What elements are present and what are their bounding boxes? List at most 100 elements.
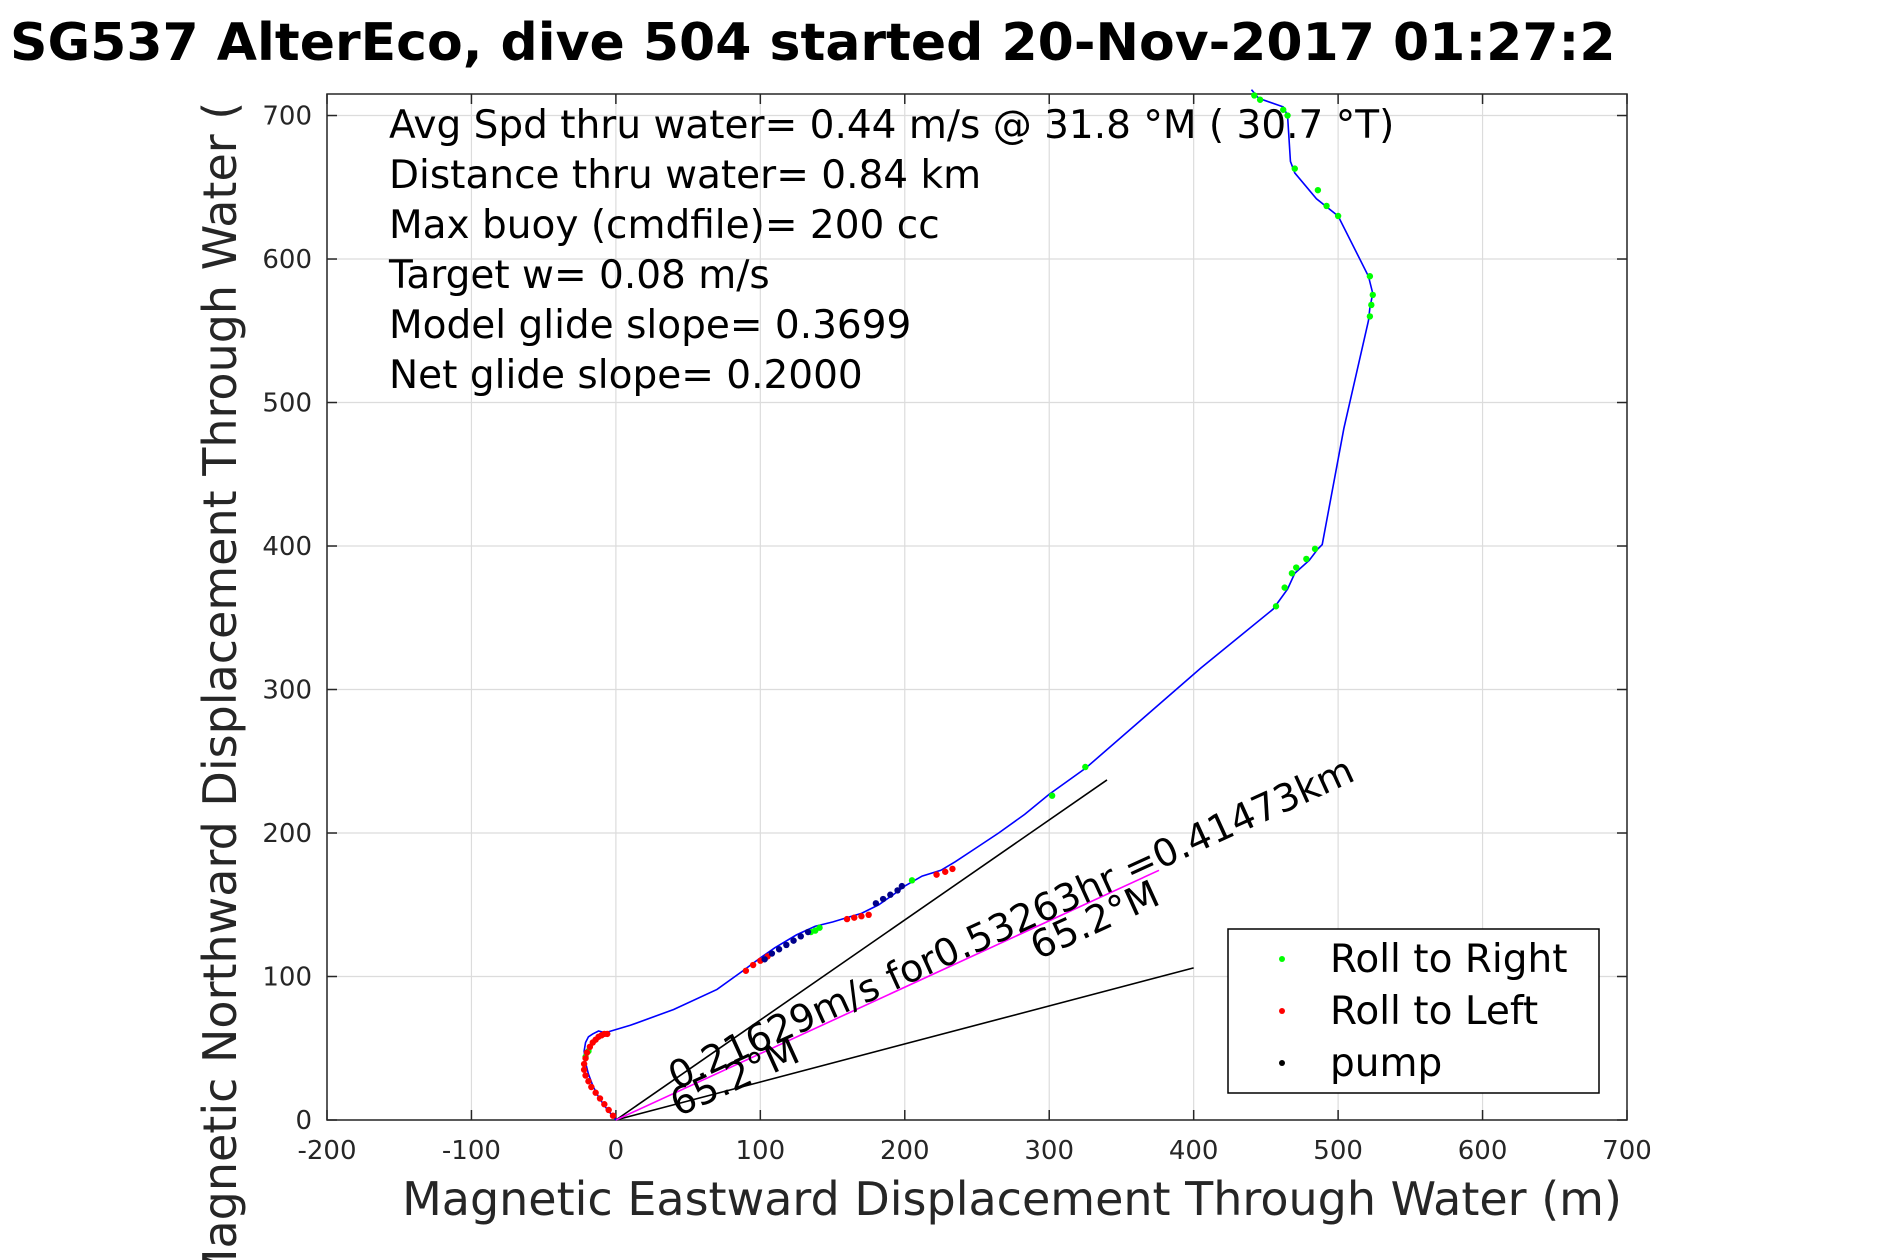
point-roll-to-right xyxy=(908,877,916,884)
point-roll-to-left xyxy=(585,1078,592,1085)
point-roll-to-right xyxy=(1311,545,1319,553)
x-tick-label: 100 xyxy=(736,1136,786,1166)
point-roll-to-right xyxy=(1303,555,1310,563)
point-roll-to-right xyxy=(1366,313,1374,320)
point-roll-to-left xyxy=(749,961,757,969)
point-roll-to-right xyxy=(1288,570,1296,577)
point-pump xyxy=(775,946,783,953)
legend-box xyxy=(1227,928,1600,1094)
point-roll-to-left xyxy=(942,868,949,875)
reference-line xyxy=(615,779,1108,1121)
point-pump xyxy=(887,891,894,898)
x-tick-label: 600 xyxy=(1458,1136,1508,1166)
point-roll-to-right xyxy=(1251,92,1258,99)
point-roll-to-right xyxy=(1334,212,1342,220)
reference-line xyxy=(615,967,1194,1121)
point-roll-to-right xyxy=(1368,301,1375,309)
point-roll-to-right xyxy=(1291,165,1298,172)
x-tick-labels: -200 -100 0 100 200 300 400 500 600 700 xyxy=(297,1136,1651,1166)
point-roll-to-left xyxy=(580,1060,588,1068)
data-points xyxy=(580,92,1376,1119)
point-roll-to-right xyxy=(1280,106,1287,113)
reference-line xyxy=(615,869,1160,1121)
point-roll-to-left xyxy=(582,1072,589,1079)
x-axis-label: Magnetic Eastward Displacement Through W… xyxy=(402,1172,1622,1226)
point-roll-to-left xyxy=(596,1095,604,1102)
y-tick-label: 0 xyxy=(295,1106,312,1136)
point-roll-to-left xyxy=(865,911,872,918)
legend: Roll to Right Roll to Left pump xyxy=(1227,928,1600,1094)
point-roll-to-right xyxy=(1284,112,1291,119)
point-roll-to-right xyxy=(1256,96,1264,103)
legend-marker-pump xyxy=(1279,1060,1285,1066)
y-tick-label: 700 xyxy=(262,102,312,132)
plot-frame xyxy=(326,93,1628,1121)
point-pump xyxy=(790,937,797,944)
reference-lines xyxy=(615,779,1194,1121)
point-roll-to-left xyxy=(949,865,956,873)
legend-label-roll-left: Roll to Left xyxy=(1330,989,1538,1034)
annotation-net-glide: Net glide slope= 0.2000 xyxy=(389,353,863,398)
x-tick-label: 700 xyxy=(1602,1136,1652,1166)
y-tick-labels: 0 100 200 300 400 500 600 700 xyxy=(262,102,312,1136)
point-roll-to-left xyxy=(583,1049,591,1056)
point-roll-to-left xyxy=(604,1030,611,1038)
point-roll-to-right xyxy=(1048,792,1056,799)
point-pump xyxy=(783,941,790,949)
point-pump xyxy=(768,950,776,957)
point-roll-to-left xyxy=(582,1055,589,1062)
point-pump xyxy=(898,882,906,890)
chart-title: SG537 AlterEco, dive 504 started 20-Nov-… xyxy=(10,13,1616,73)
axes xyxy=(326,93,1628,1121)
y-axis-label: Magnetic Northward Displacement Through … xyxy=(193,102,247,1260)
point-roll-to-left xyxy=(580,1066,588,1073)
y-tick-label: 500 xyxy=(262,389,312,419)
y-tick-label: 300 xyxy=(262,676,312,706)
y-tick-label: 600 xyxy=(262,245,312,275)
annotation-distance: Distance thru water= 0.84 km xyxy=(389,153,981,198)
annotation-max-buoy: Max buoy (cmdfile)= 200 cc xyxy=(389,203,940,248)
legend-label-pump: pump xyxy=(1330,1041,1442,1086)
point-pump xyxy=(894,887,901,894)
x-tick-label: -100 xyxy=(442,1136,501,1166)
annotation-model-glide: Model glide slope= 0.3699 xyxy=(389,303,911,348)
point-roll-to-left xyxy=(858,913,865,920)
point-roll-to-right xyxy=(1293,564,1300,571)
x-tick-label: -200 xyxy=(297,1136,356,1166)
annotation-target-w: Target w= 0.08 m/s xyxy=(388,253,770,298)
point-roll-to-left xyxy=(605,1106,612,1114)
point-roll-to-right xyxy=(1366,273,1374,280)
y-tick-label: 200 xyxy=(262,819,312,849)
point-roll-to-right xyxy=(1281,584,1288,591)
point-pump xyxy=(872,900,880,907)
point-roll-to-left xyxy=(843,915,851,923)
point-roll-to-left xyxy=(742,967,750,974)
point-pump xyxy=(797,933,804,940)
y-tick-label: 400 xyxy=(262,532,312,562)
x-tick-label: 500 xyxy=(1313,1136,1363,1166)
x-tick-label: 400 xyxy=(1169,1136,1219,1166)
point-roll-to-right xyxy=(1272,603,1280,610)
point-pump xyxy=(879,895,887,903)
point-pump xyxy=(804,928,812,936)
point-roll-to-left xyxy=(601,1101,608,1108)
point-roll-to-left xyxy=(588,1083,595,1091)
x-tick-label: 200 xyxy=(880,1136,930,1166)
point-roll-to-right xyxy=(1369,291,1376,299)
info-annotations: Avg Spd thru water= 0.44 m/s @ 31.8 °M (… xyxy=(388,103,1394,398)
point-pump xyxy=(761,956,768,963)
legend-marker-roll-left xyxy=(1279,1008,1285,1014)
y-tick-label: 100 xyxy=(262,963,312,993)
point-roll-to-right xyxy=(1082,763,1089,771)
point-roll-to-left xyxy=(933,871,940,878)
x-tick-label: 0 xyxy=(608,1136,625,1166)
legend-marker-roll-right xyxy=(1279,956,1285,962)
annotation-avg-speed: Avg Spd thru water= 0.44 m/s @ 31.8 °M (… xyxy=(389,103,1394,148)
x-tick-label: 300 xyxy=(1024,1136,1074,1166)
point-roll-to-right xyxy=(816,924,823,931)
point-roll-to-right xyxy=(1323,202,1330,210)
point-roll-to-left xyxy=(609,1112,617,1119)
point-roll-to-left xyxy=(851,914,858,921)
point-roll-to-left xyxy=(592,1089,599,1096)
